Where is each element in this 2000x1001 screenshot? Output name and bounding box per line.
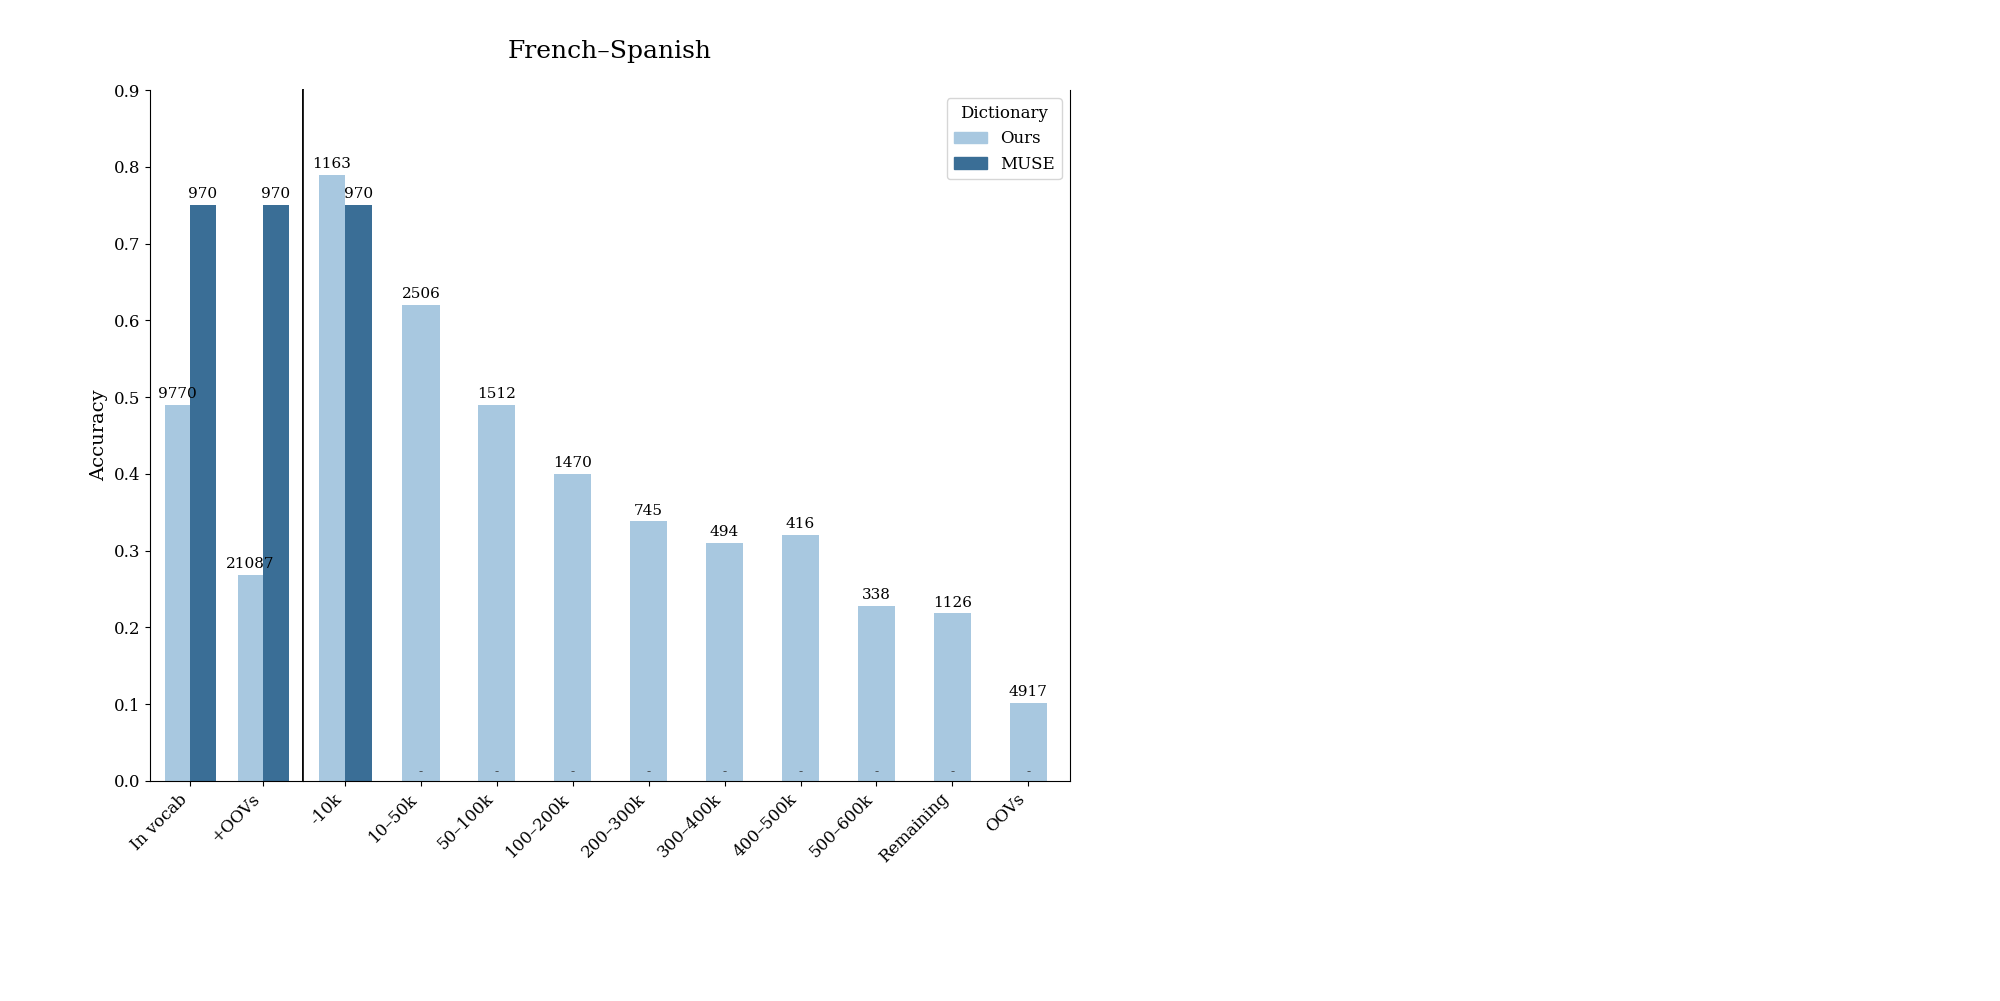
Text: 970: 970 xyxy=(262,187,290,201)
Bar xyxy=(346,205,372,781)
Text: 970: 970 xyxy=(188,187,218,201)
Text: French–Spanish: French–Spanish xyxy=(508,40,712,63)
Text: 4917: 4917 xyxy=(1008,685,1048,699)
Text: 1163: 1163 xyxy=(312,157,352,170)
Bar xyxy=(238,576,264,781)
Text: 1512: 1512 xyxy=(478,387,516,400)
Legend: Ours, MUSE: Ours, MUSE xyxy=(946,98,1062,179)
Text: 970: 970 xyxy=(344,187,372,201)
Bar xyxy=(164,404,190,781)
Text: 745: 745 xyxy=(634,504,664,518)
Text: 494: 494 xyxy=(710,526,740,539)
Bar xyxy=(264,205,288,781)
Text: -: - xyxy=(722,766,726,779)
Text: 416: 416 xyxy=(786,518,816,532)
Bar xyxy=(190,205,216,781)
Text: 338: 338 xyxy=(862,588,890,602)
Text: 1126: 1126 xyxy=(932,596,972,610)
Text: -: - xyxy=(570,766,574,779)
Y-axis label: Accuracy: Accuracy xyxy=(90,389,108,481)
Text: -: - xyxy=(874,766,878,779)
Text: -: - xyxy=(1026,766,1030,779)
Bar xyxy=(478,404,516,781)
Text: -: - xyxy=(798,766,802,779)
Text: 1470: 1470 xyxy=(554,456,592,469)
Bar xyxy=(554,473,592,781)
Bar xyxy=(706,543,744,781)
Text: -: - xyxy=(494,766,498,779)
Bar xyxy=(858,606,896,781)
Text: -: - xyxy=(950,766,954,779)
Bar xyxy=(402,305,440,781)
Bar xyxy=(782,536,820,781)
Bar xyxy=(630,522,668,781)
Bar xyxy=(934,614,970,781)
Text: -: - xyxy=(646,766,650,779)
Bar xyxy=(1010,703,1046,781)
Bar xyxy=(318,174,346,781)
Text: -: - xyxy=(418,766,424,779)
Text: 2506: 2506 xyxy=(402,287,440,301)
Text: 21087: 21087 xyxy=(226,558,274,572)
Text: 9770: 9770 xyxy=(158,387,196,400)
